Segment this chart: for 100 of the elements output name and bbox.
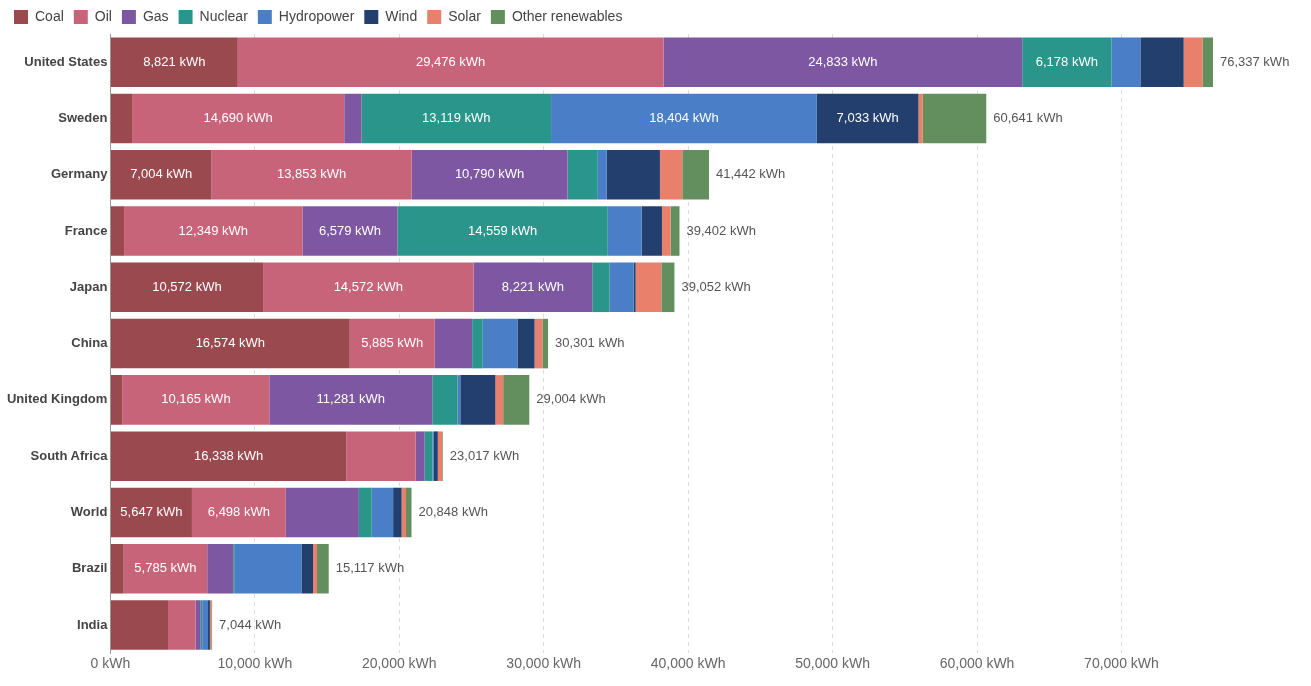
bar [542, 318, 549, 369]
data-label: 14,690 kWh [203, 110, 273, 126]
bar [110, 93, 133, 144]
total-label: 39,052 kWh [681, 278, 751, 294]
data-label: 6,498 kWh [207, 504, 270, 520]
bar [110, 37, 238, 87]
data-label: 10,572 kWh [152, 278, 222, 294]
bar [503, 375, 530, 425]
bar [122, 375, 270, 425]
bar [237, 37, 664, 87]
bar [349, 318, 435, 369]
y-tick-label: World [70, 504, 108, 520]
total-label: 76,337 kWh [1220, 53, 1290, 69]
data-label: 7,004 kWh [130, 166, 193, 182]
bar [434, 318, 473, 369]
bar [211, 149, 412, 200]
bar [110, 487, 192, 538]
bar [301, 544, 314, 594]
total-label: 30,301 kWh [555, 335, 625, 351]
bar [371, 487, 394, 538]
bar [110, 431, 347, 481]
legend-label: Wind [385, 7, 418, 24]
y-tick-label: Japan [69, 278, 108, 294]
bar [110, 600, 169, 650]
bar [110, 375, 123, 425]
bar [460, 375, 496, 425]
bar [1183, 37, 1203, 87]
bar [411, 149, 568, 200]
bar [922, 93, 987, 144]
data-label: 13,853 kWh [276, 166, 347, 182]
bar [234, 544, 302, 594]
y-tick-label: China [71, 335, 109, 351]
data-label: 14,559 kWh [467, 222, 538, 238]
x-tick-label: 50,000 kWh [795, 655, 870, 672]
data-label: 8,821 kWh [143, 53, 206, 69]
data-label: 16,574 kWh [195, 335, 266, 351]
data-label: 5,647 kWh [120, 504, 183, 520]
bar [358, 487, 372, 538]
bar [437, 431, 443, 481]
data-label: 14,572 kWh [333, 278, 404, 294]
data-label: 13,119 kWh [422, 110, 491, 126]
bar [918, 93, 923, 144]
bar [641, 206, 662, 256]
bar [472, 318, 483, 369]
data-label: 6,579 kWh [318, 222, 382, 238]
y-tick-label: Sweden [58, 110, 108, 126]
total-label: 29,004 kWh [536, 391, 606, 407]
bar [202, 600, 209, 650]
legend-label: Solar [448, 7, 482, 24]
bar [473, 262, 593, 313]
y-tick-label: Germany [51, 166, 109, 182]
bar [302, 206, 398, 256]
bar [415, 431, 425, 481]
bar [661, 262, 675, 313]
bar [110, 206, 125, 256]
x-tick-label: 0 kWh [90, 655, 131, 672]
bar [195, 600, 201, 650]
data-label: 18,404 kWh [649, 110, 719, 126]
x-tick-label: 30,000 kWh [506, 655, 582, 672]
data-label: 11,281 kWh [316, 391, 386, 407]
bar [397, 206, 608, 256]
bar [607, 206, 642, 256]
total-label: 23,017 kWh [449, 447, 520, 463]
x-tick-label: 70,000 kWh [1084, 655, 1159, 672]
bar [609, 262, 634, 313]
bar [110, 544, 124, 594]
legend-label: Oil [94, 7, 112, 24]
total-label: 7,044 kWh [219, 616, 282, 632]
bar [361, 93, 552, 144]
bar [592, 262, 610, 313]
bar [123, 544, 208, 594]
bar [597, 149, 607, 200]
bar [207, 544, 234, 594]
bar [168, 600, 196, 650]
bar [670, 206, 680, 256]
bar [661, 206, 671, 256]
data-label: 29,476 kWh [415, 53, 486, 69]
bar [346, 431, 416, 481]
bar [635, 262, 662, 313]
bar [517, 318, 535, 369]
data-label: 5,785 kWh [134, 560, 197, 576]
data-label: 6,178 kWh [1035, 53, 1098, 69]
bar [405, 487, 412, 538]
bar [132, 93, 345, 144]
x-tick-label: 40,000 kWh [650, 655, 726, 672]
bar [1022, 37, 1112, 87]
data-label: 24,833 kWh [808, 53, 878, 69]
legend-label: Nuclear [199, 7, 249, 24]
bar [401, 487, 406, 538]
total-label: 15,117 kWh [335, 560, 405, 576]
x-tick-label: 10,000 kWh [217, 655, 293, 672]
legend-label: Gas [142, 7, 169, 24]
bar [344, 93, 362, 144]
bar [191, 487, 286, 538]
y-tick-label: India [77, 616, 109, 632]
bar [124, 206, 303, 256]
bar [659, 149, 683, 200]
bar [424, 431, 433, 481]
total-label: 20,848 kWh [418, 504, 488, 520]
x-tick-label: 60,000 kWh [939, 655, 1015, 672]
